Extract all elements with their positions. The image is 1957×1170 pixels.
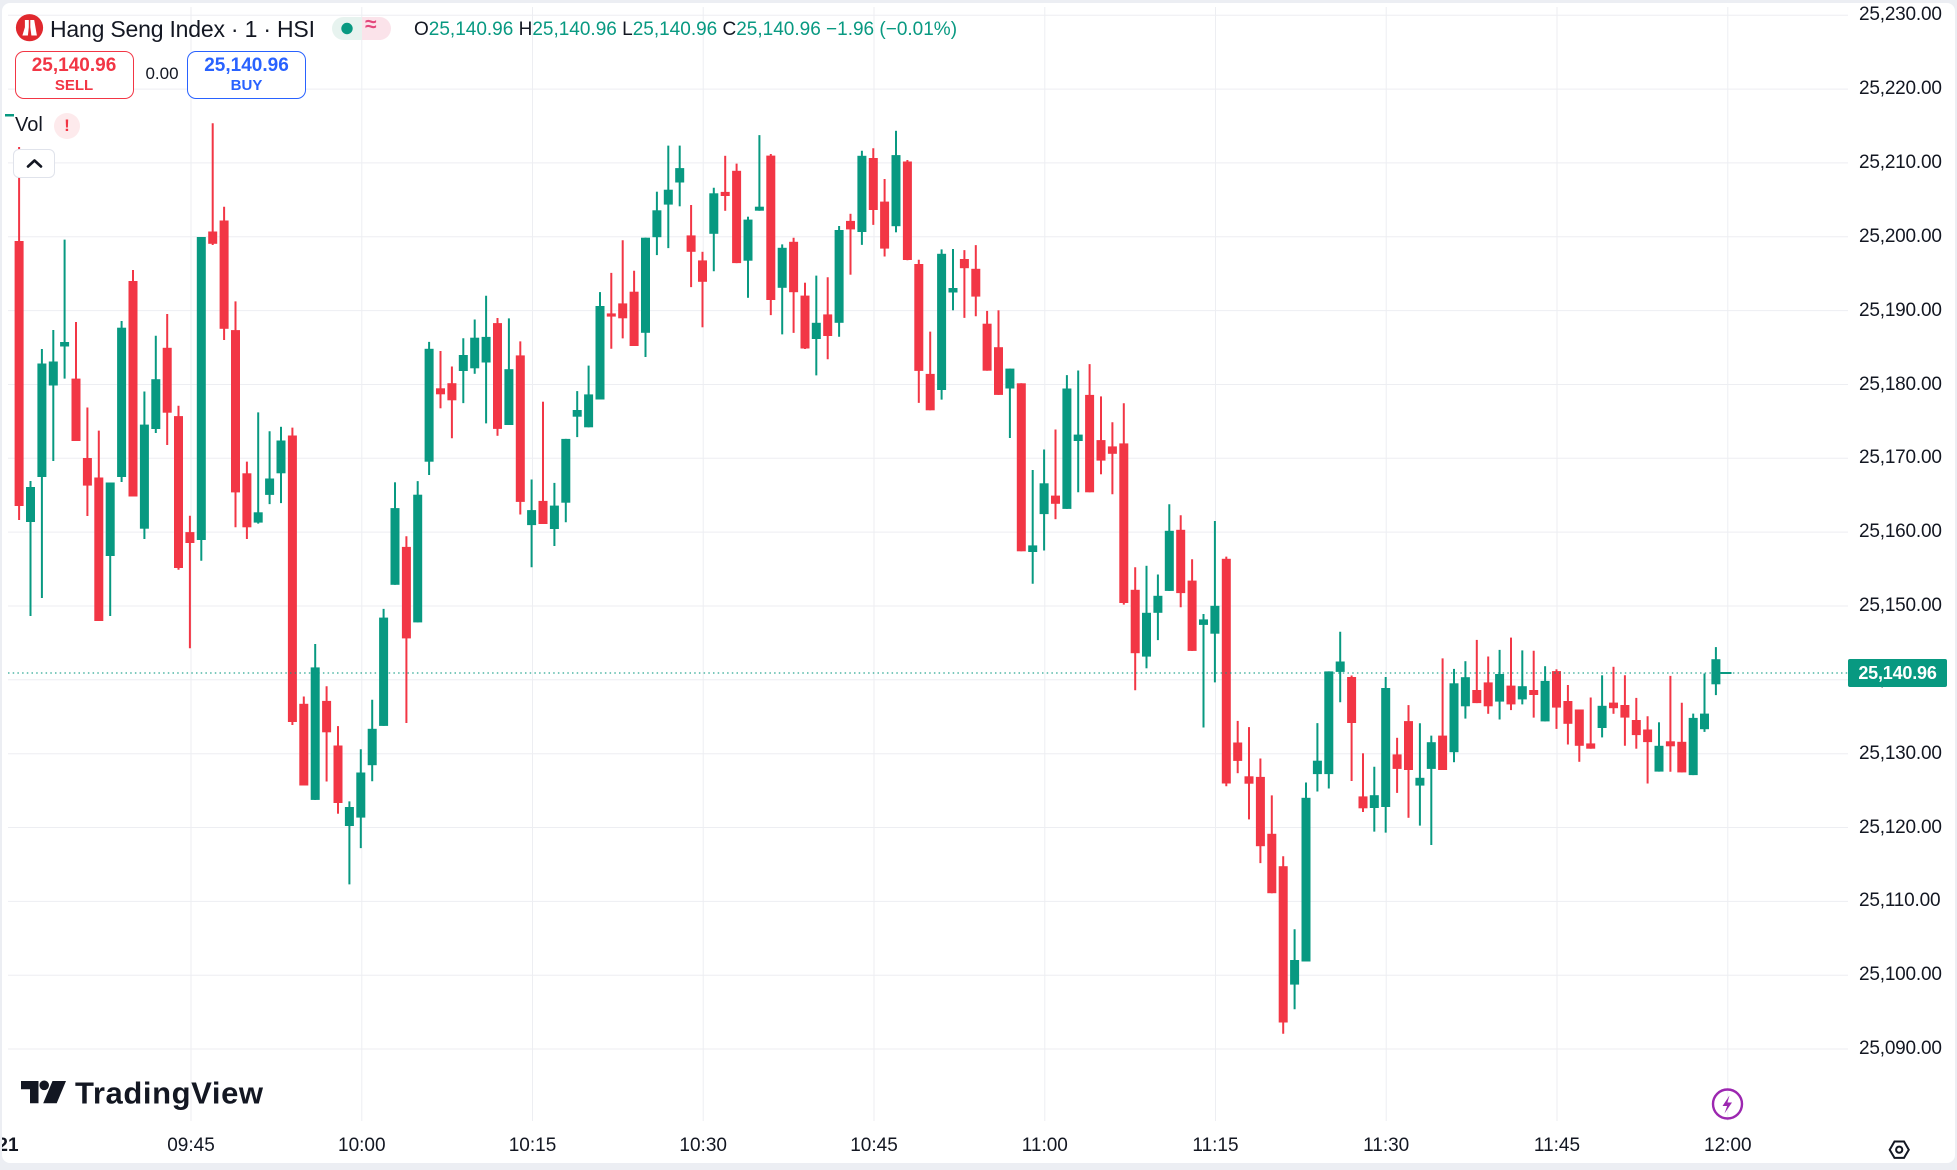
svg-text:TradingView: TradingView xyxy=(75,1078,264,1111)
